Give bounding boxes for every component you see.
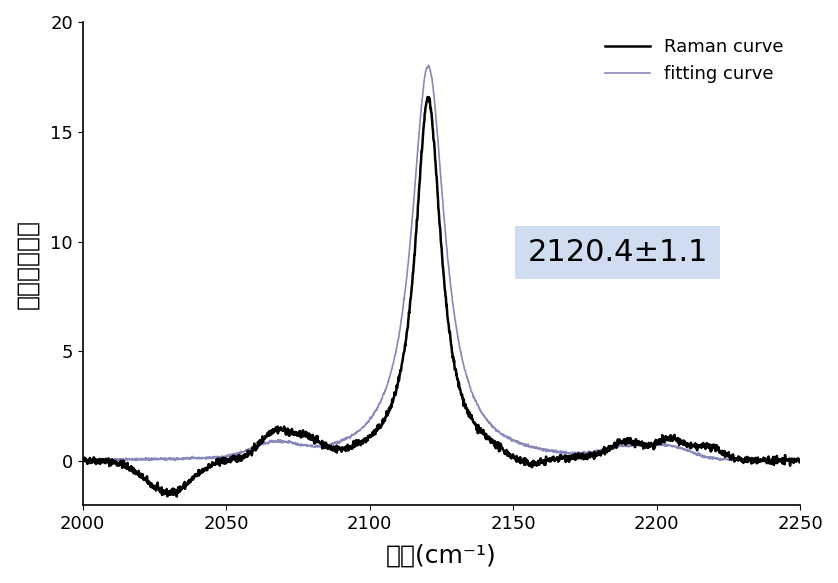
fitting curve — [424, 62, 434, 69]
Raman curve — [427, 118, 437, 125]
fitting curve — [86, 458, 96, 465]
Raman curve — [172, 493, 182, 500]
Raman curve — [644, 444, 654, 451]
X-axis label: 波数(cm⁻¹): 波数(cm⁻¹) — [386, 544, 497, 568]
fitting curve — [644, 442, 654, 449]
Raman curve — [78, 456, 88, 463]
fitting curve — [408, 208, 418, 215]
Line: Raman curve: Raman curve — [83, 97, 800, 497]
fitting curve — [115, 455, 125, 462]
fitting curve — [775, 458, 785, 465]
fitting curve — [774, 457, 784, 464]
fitting curve — [78, 457, 88, 464]
Text: 2120.4±1.1: 2120.4±1.1 — [527, 238, 708, 267]
Raman curve — [774, 456, 784, 463]
Legend: Raman curve, fitting curve: Raman curve, fitting curve — [597, 31, 791, 90]
fitting curve — [427, 78, 437, 85]
Raman curve — [114, 461, 124, 468]
Raman curve — [408, 269, 418, 276]
Raman curve — [422, 94, 432, 101]
Y-axis label: 拉曼信号强度: 拉曼信号强度 — [15, 219, 39, 308]
Raman curve — [795, 458, 805, 465]
Raman curve — [775, 458, 785, 465]
fitting curve — [795, 456, 805, 463]
Line: fitting curve: fitting curve — [83, 65, 800, 462]
